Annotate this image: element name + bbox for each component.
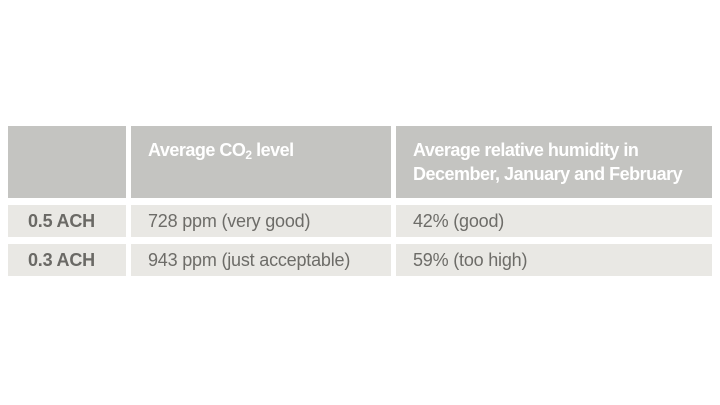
header-cell-humidity: Average relative humidity in December, J… bbox=[396, 126, 712, 198]
cell-humidity-0.3-ach: 59% (too high) bbox=[396, 244, 712, 276]
cell-co2-0.3-ach: 943 ppm (just acceptable) bbox=[131, 244, 391, 276]
co2-header-label: Average CO2 level bbox=[148, 140, 294, 162]
co2-subscript: 2 bbox=[245, 148, 252, 162]
humidity-header-line2: December, January and February bbox=[413, 164, 683, 185]
header-cell-corner bbox=[8, 126, 126, 198]
row-label-0.3-ach: 0.3 ACH bbox=[8, 244, 126, 276]
humidity-header-line1: Average relative humidity in bbox=[413, 140, 639, 160]
cell-co2-0.5-ach: 728 ppm (very good) bbox=[131, 205, 391, 237]
comparison-table: Average CO2 level Average relative humid… bbox=[8, 126, 712, 276]
row-label-0.5-ach: 0.5 ACH bbox=[8, 205, 126, 237]
cell-humidity-0.5-ach: 42% (good) bbox=[396, 205, 712, 237]
header-cell-co2: Average CO2 level bbox=[131, 126, 391, 198]
